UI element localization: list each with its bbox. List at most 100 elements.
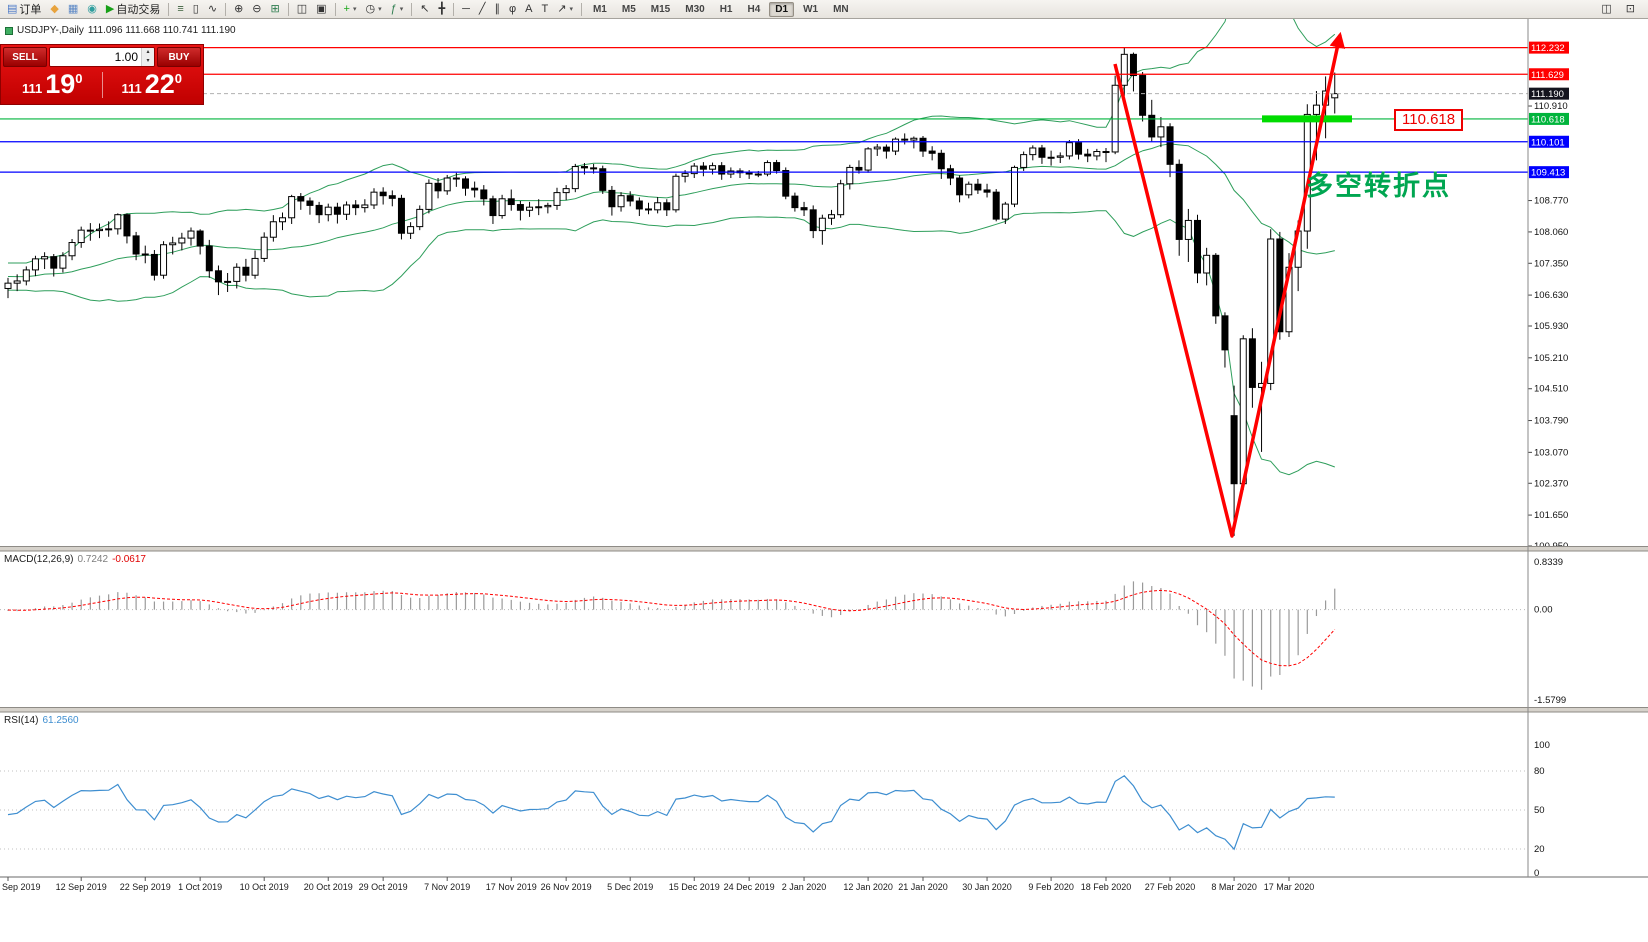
trendline-icon[interactable]: ╱ xyxy=(475,1,490,18)
candle-body xyxy=(288,196,296,219)
annotation-turning-point-text[interactable]: 多空转折点 xyxy=(1306,171,1451,201)
line-chart-icon[interactable]: ∿ xyxy=(204,1,221,18)
candle-body xyxy=(635,200,643,210)
chart-area: 110.910 108.770 108.060 107.350 106.630 105.9… xyxy=(0,19,1648,942)
text-label-icon: T xyxy=(541,2,549,15)
axis-label: 0.8339 xyxy=(1534,557,1563,568)
community-icon[interactable]: ◉ xyxy=(83,1,101,18)
candle-body xyxy=(1312,104,1320,115)
candle-body xyxy=(1001,203,1009,220)
fibonacci-icon[interactable]: φ xyxy=(505,1,520,18)
profiles-icon[interactable]: ◆ xyxy=(46,1,62,18)
timeframe-h4[interactable]: H4 xyxy=(747,3,761,15)
zoom-out-icon[interactable]: ⊖ xyxy=(248,1,265,18)
axis-label: 110.101 xyxy=(1531,137,1565,148)
candle-body xyxy=(379,191,387,197)
auto-scroll-icon: ▣ xyxy=(316,2,327,15)
axis-label: 100 xyxy=(1534,740,1550,751)
grid-icon: ⊞ xyxy=(270,2,280,15)
grid-icon[interactable]: ⊞ xyxy=(267,1,284,18)
toolbar-separator xyxy=(225,2,227,16)
panel-separator[interactable] xyxy=(0,546,1648,552)
date-tick-label: 17 Mar 2020 xyxy=(1264,882,1315,892)
panel-separator[interactable] xyxy=(0,707,1648,713)
timeframe-m1[interactable]: M1 xyxy=(592,3,607,15)
zoom-in-icon[interactable]: ⊕ xyxy=(230,1,247,18)
volume-input[interactable] xyxy=(50,48,141,66)
tile-windows-icon[interactable]: ◫ xyxy=(293,1,311,18)
crosshair-icon[interactable]: ╋ xyxy=(434,1,449,18)
candle-body xyxy=(1184,219,1192,240)
buy-button[interactable]: BUY xyxy=(157,47,201,67)
date-tick-label: 8 Mar 2020 xyxy=(1211,882,1257,892)
text-icon[interactable]: A xyxy=(521,1,536,18)
cursor-icon[interactable]: ↖ xyxy=(416,1,433,18)
candle-body xyxy=(13,280,21,284)
axis-label: 102.370 xyxy=(1534,478,1568,489)
chevron-down-icon[interactable]: ▾ xyxy=(399,6,404,13)
candle-body xyxy=(1221,315,1229,351)
candle-body xyxy=(690,165,698,175)
annotation-price-level-box[interactable]: 110.618 xyxy=(1394,109,1464,131)
timeframe-mn[interactable]: MN xyxy=(833,3,849,15)
axis-label: 105.930 xyxy=(1534,321,1568,332)
horizontal-line-icon[interactable]: ─ xyxy=(458,1,474,18)
candle-body xyxy=(1065,142,1073,157)
candlestick-chart-icon[interactable]: ▯ xyxy=(189,1,203,18)
toolbar: ▤ 订单 ◆ ▦ ◉ ▶ 自动交易 ≡ ▯ ∿ ⊕ ⊖ ⊞ ◫ ▣ + ▾ ◷ ▾ ƒ ▾ ↖ ╋ ─ ╱ ∥ φ A T ↗ ▾ M1 M5 M… xyxy=(0,0,1648,19)
chevron-down-icon[interactable]: ▾ xyxy=(378,6,382,13)
autotrading-button[interactable]: ▶ 自动交易 xyxy=(102,1,164,18)
volume-up-icon[interactable]: ▴ xyxy=(142,48,154,57)
candle-body xyxy=(672,175,680,211)
price-scale: 110.910 108.770 108.060 107.350 106.630 105.9… xyxy=(1528,41,1569,879)
new-chart-button[interactable]: + ▾ xyxy=(340,1,361,18)
volume-field[interactable]: ▴ ▾ xyxy=(49,47,155,67)
text-label-icon[interactable]: T xyxy=(538,1,553,18)
volume-down-icon[interactable]: ▾ xyxy=(142,57,154,66)
candle-body xyxy=(68,242,76,257)
candle-body xyxy=(1029,147,1037,156)
timeframe-m15[interactable]: M15 xyxy=(650,3,671,15)
candle-body xyxy=(965,183,973,196)
axis-label: 112.232 xyxy=(1531,43,1565,54)
chevron-down-icon[interactable]: ▾ xyxy=(352,6,357,13)
timeframe-d1[interactable]: D1 xyxy=(769,1,795,17)
candle-body xyxy=(937,152,945,170)
candle-body xyxy=(544,204,552,208)
buy-price[interactable]: 111 220 xyxy=(103,69,202,100)
timeframe-h1[interactable]: H1 xyxy=(719,3,733,15)
function-icon: ƒ xyxy=(390,2,397,15)
new-order-button[interactable]: ▤ 订单 xyxy=(3,1,45,18)
candle-body xyxy=(535,206,543,209)
timeframe-m5[interactable]: M5 xyxy=(621,3,636,15)
candle-body xyxy=(1129,53,1137,77)
timeframe-w1[interactable]: W1 xyxy=(803,3,819,15)
timeframe-m30[interactable]: M30 xyxy=(685,3,705,15)
docs-search-icon[interactable]: ⊡ xyxy=(1622,1,1639,18)
channel-icon[interactable]: ∥ xyxy=(491,1,505,18)
toolbar-separator xyxy=(580,2,582,16)
data-window-icon[interactable]: ▦ xyxy=(64,1,82,18)
chevron-down-icon[interactable]: ▾ xyxy=(569,6,573,13)
date-tick-label: 30 Jan 2020 xyxy=(962,882,1012,892)
candle-body xyxy=(809,209,817,232)
sell-price[interactable]: 111 190 xyxy=(3,69,102,100)
sell-button[interactable]: SELL xyxy=(3,47,47,67)
window-list-icon[interactable]: ◫ xyxy=(1597,1,1615,18)
auto-scroll-icon[interactable]: ▣ xyxy=(312,1,330,18)
quote-line: USDJPY-,Daily 111.096 111.668 110.741 11… xyxy=(5,25,236,36)
candle-body xyxy=(1276,238,1284,333)
bars-chart-icon[interactable]: ≡ xyxy=(173,1,187,18)
arrows-icon[interactable]: ↗ ▾ xyxy=(553,1,577,18)
indicators-button[interactable]: ƒ ▾ xyxy=(387,1,408,18)
candle-body xyxy=(718,165,726,175)
periods-button[interactable]: ◷ ▾ xyxy=(361,1,385,18)
candle-body xyxy=(882,146,890,152)
candle-body xyxy=(1267,238,1275,384)
price-level-label xyxy=(1529,112,1569,125)
candle-body xyxy=(41,256,49,260)
rsi-value: 61.2560 xyxy=(42,715,79,726)
v-shape-arrow[interactable] xyxy=(1113,31,1346,538)
chart-canvas[interactable]: 110.910 108.770 108.060 107.350 106.630 105.9… xyxy=(0,19,1648,942)
candle-body xyxy=(1102,151,1110,154)
